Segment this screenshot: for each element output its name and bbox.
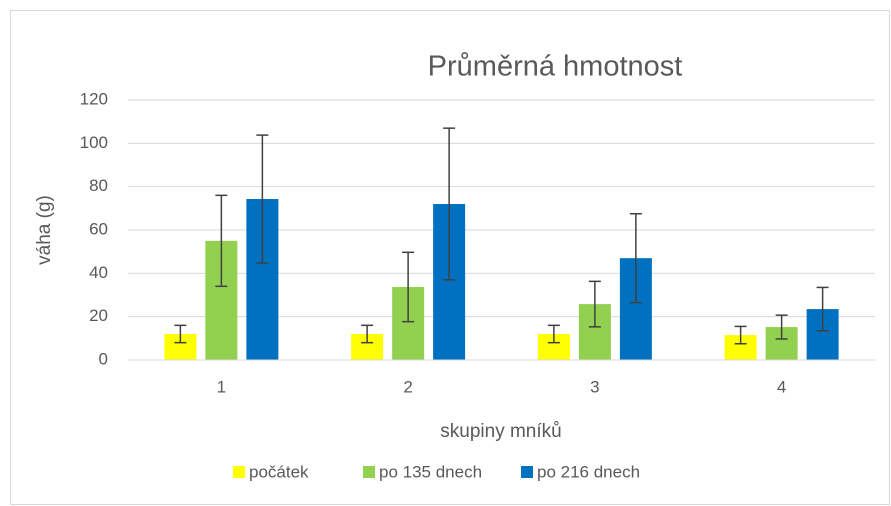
chart-title: Průměrná hmotnost xyxy=(428,51,683,83)
error-bar xyxy=(174,324,187,344)
y-axis-label: váha (g) xyxy=(34,195,55,265)
error-bar xyxy=(256,134,269,264)
error-bar xyxy=(443,127,456,281)
error-bar xyxy=(629,213,642,304)
error-bar xyxy=(816,286,829,332)
y-tick-label: 40 xyxy=(89,263,108,282)
legend-swatch xyxy=(363,466,375,478)
y-tick-label: 80 xyxy=(89,176,108,195)
error-bar xyxy=(361,324,374,344)
y-tick-label: 20 xyxy=(89,306,108,325)
x-tick-label: 4 xyxy=(777,377,786,396)
error-bar xyxy=(588,280,601,328)
x-tick-label: 1 xyxy=(217,377,226,396)
y-tick-label: 0 xyxy=(99,349,108,368)
legend-label: počátek xyxy=(249,462,309,481)
legend-swatch xyxy=(521,466,533,478)
error-bar xyxy=(215,194,228,288)
legend-label: po 135 dnech xyxy=(379,462,482,481)
y-tick-label: 120 xyxy=(80,89,108,108)
y-tick-label: 100 xyxy=(80,133,108,152)
error-bar xyxy=(775,314,788,340)
legend-label: po 216 dnech xyxy=(537,462,640,481)
error-bar xyxy=(734,325,747,345)
x-axis-label: skupiny mníků xyxy=(440,421,561,442)
x-tick-label: 3 xyxy=(590,377,599,396)
error-bar xyxy=(402,251,415,323)
x-tick-label: 2 xyxy=(403,377,412,396)
legend-swatch xyxy=(233,466,245,478)
error-bar xyxy=(547,324,560,344)
y-tick-label: 60 xyxy=(89,219,108,238)
